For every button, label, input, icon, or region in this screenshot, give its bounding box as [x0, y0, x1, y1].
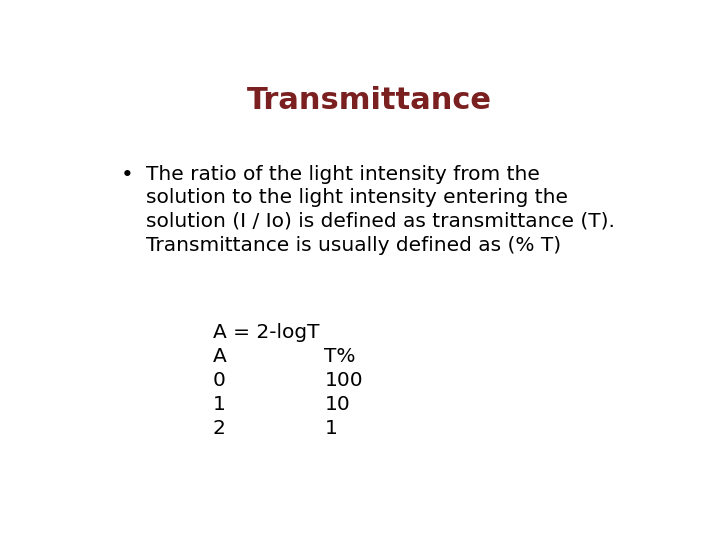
- Text: The ratio of the light intensity from the: The ratio of the light intensity from th…: [145, 165, 540, 184]
- Text: A = 2-logT: A = 2-logT: [213, 322, 319, 342]
- Text: Transmittance: Transmittance: [246, 85, 492, 114]
- Text: A: A: [213, 347, 227, 366]
- Text: 1: 1: [324, 419, 337, 438]
- Text: 2: 2: [213, 419, 225, 438]
- Text: Transmittance is usually defined as (% T): Transmittance is usually defined as (% T…: [145, 235, 561, 255]
- Text: 0: 0: [213, 371, 225, 390]
- Text: T%: T%: [324, 347, 356, 366]
- Text: •: •: [121, 165, 133, 185]
- Text: solution to the light intensity entering the: solution to the light intensity entering…: [145, 188, 568, 207]
- Text: solution (I / Io) is defined as transmittance (T).: solution (I / Io) is defined as transmit…: [145, 212, 615, 231]
- Text: 100: 100: [324, 371, 363, 390]
- Text: 1: 1: [213, 395, 225, 414]
- Text: 10: 10: [324, 395, 350, 414]
